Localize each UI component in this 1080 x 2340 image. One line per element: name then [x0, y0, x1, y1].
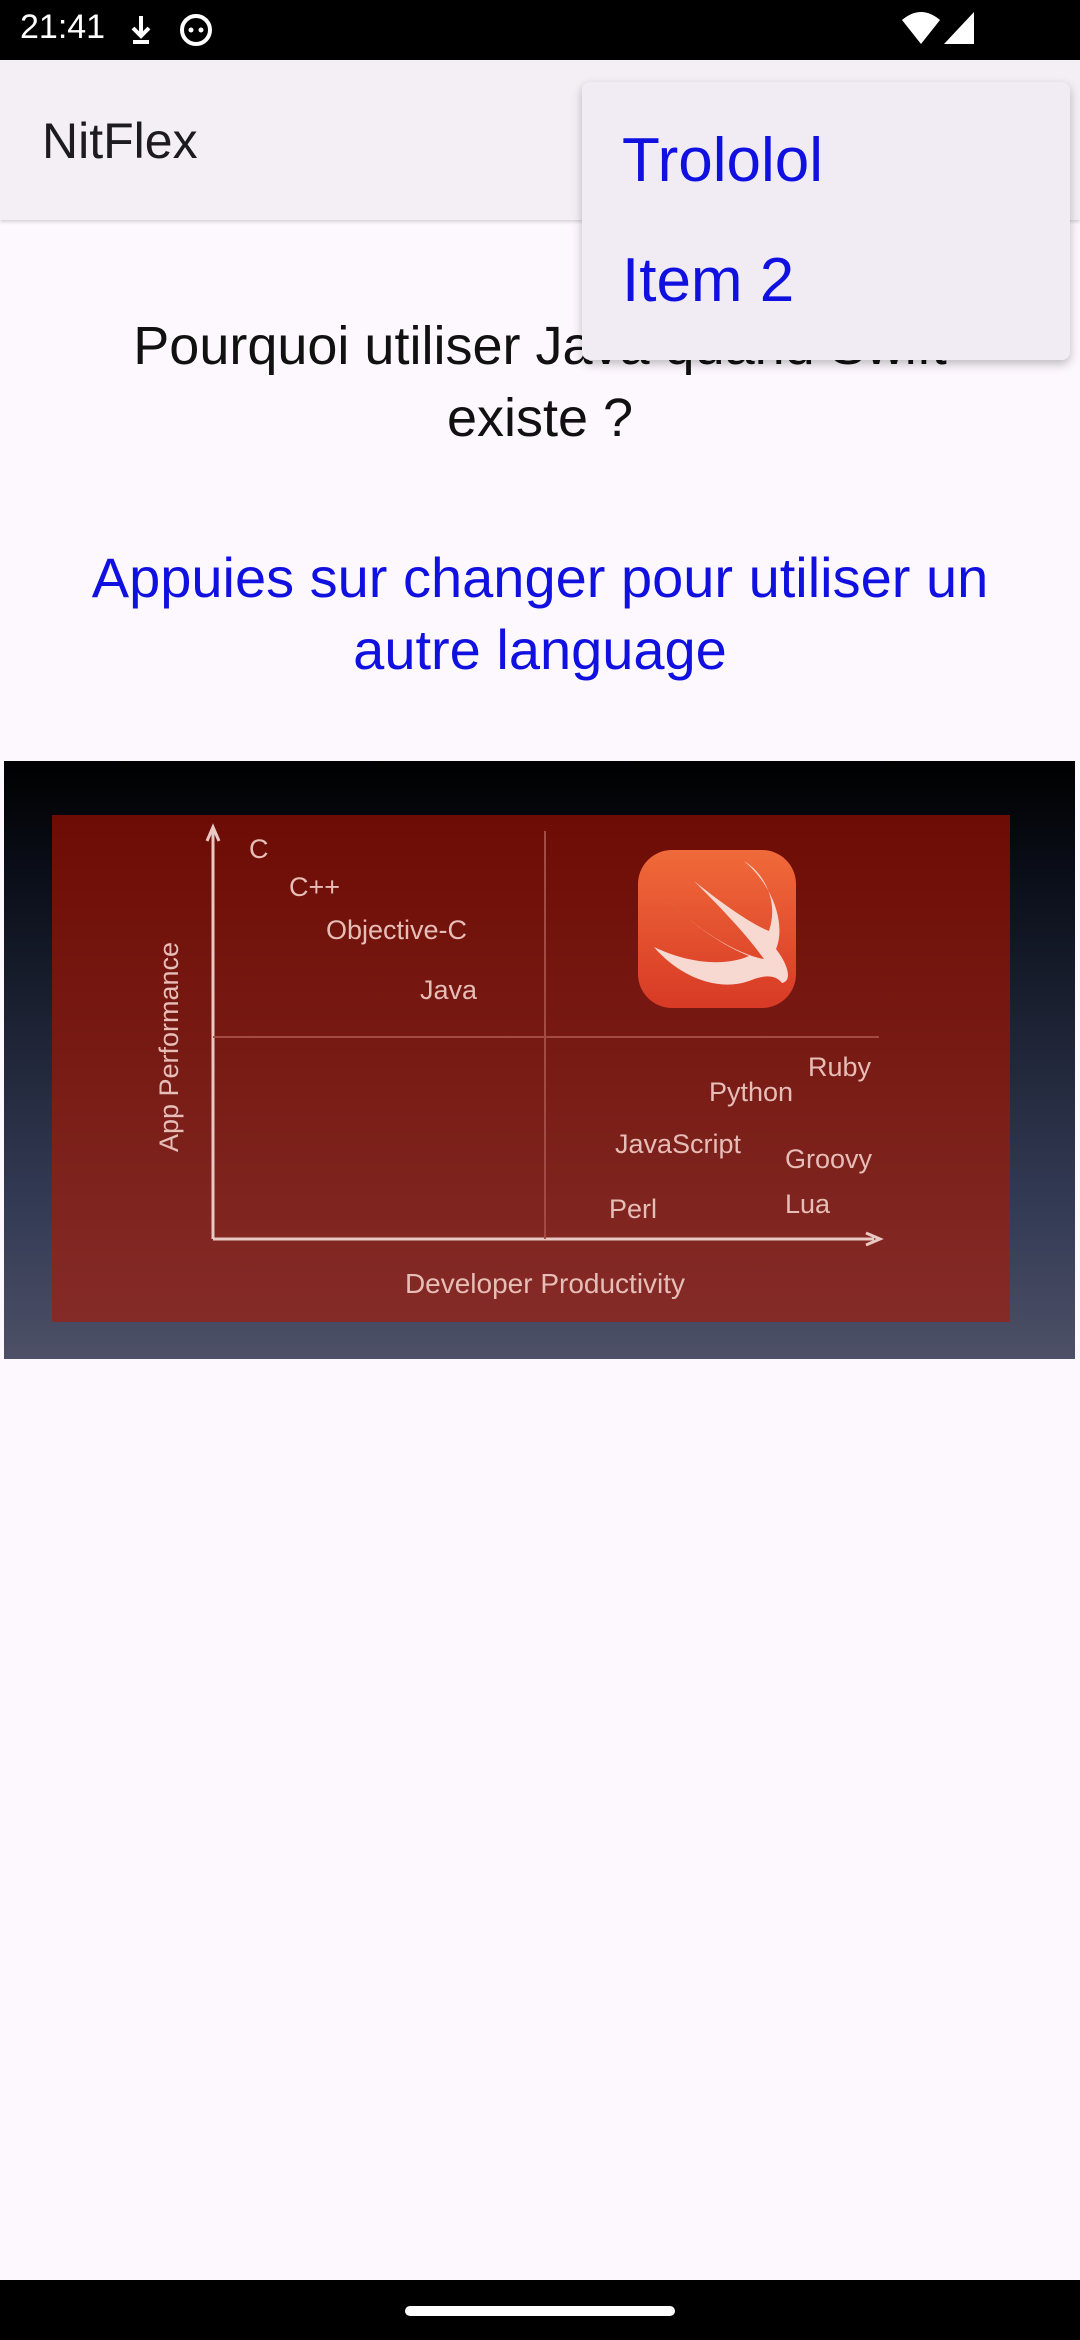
language-comparison-image: App Performance Developer Productivity C… [4, 761, 1075, 1359]
lang-cpp: C++ [289, 872, 340, 902]
status-time: 21:41 [20, 8, 106, 46]
wifi-icon [902, 12, 940, 44]
cat-status-icon [180, 14, 212, 46]
hint-link[interactable]: Appuies sur changer pour utiliser un aut… [91, 546, 989, 681]
download-status-icon [131, 16, 151, 44]
swift-icon [638, 850, 796, 1008]
lang-c: C [249, 834, 269, 864]
app-title: NitFlex [42, 113, 198, 169]
lang-groovy: Groovy [785, 1144, 873, 1174]
signal-icon [944, 12, 974, 44]
menu-item-2[interactable]: Item 2 [622, 246, 795, 315]
lang-lua: Lua [785, 1189, 831, 1219]
lang-python: Python [709, 1077, 793, 1107]
navigation-bar [0, 2280, 1080, 2340]
slide-graphic: App Performance Developer Productivity C… [52, 815, 1010, 1322]
menu-item-trololol[interactable]: Trololol [622, 126, 823, 195]
lang-perl: Perl [609, 1194, 657, 1224]
status-bar: 21:41 [0, 0, 1080, 60]
lang-ruby: Ruby [808, 1052, 872, 1082]
y-axis-label: App Performance [154, 942, 184, 1152]
overflow-menu: Trololol Item 2 [582, 82, 1070, 360]
lang-java: Java [420, 975, 478, 1005]
lang-objective-c: Objective-C [326, 915, 467, 945]
lang-javascript: JavaScript [615, 1129, 742, 1159]
home-gesture-handle[interactable] [405, 2306, 675, 2316]
x-axis-label: Developer Productivity [405, 1268, 685, 1299]
